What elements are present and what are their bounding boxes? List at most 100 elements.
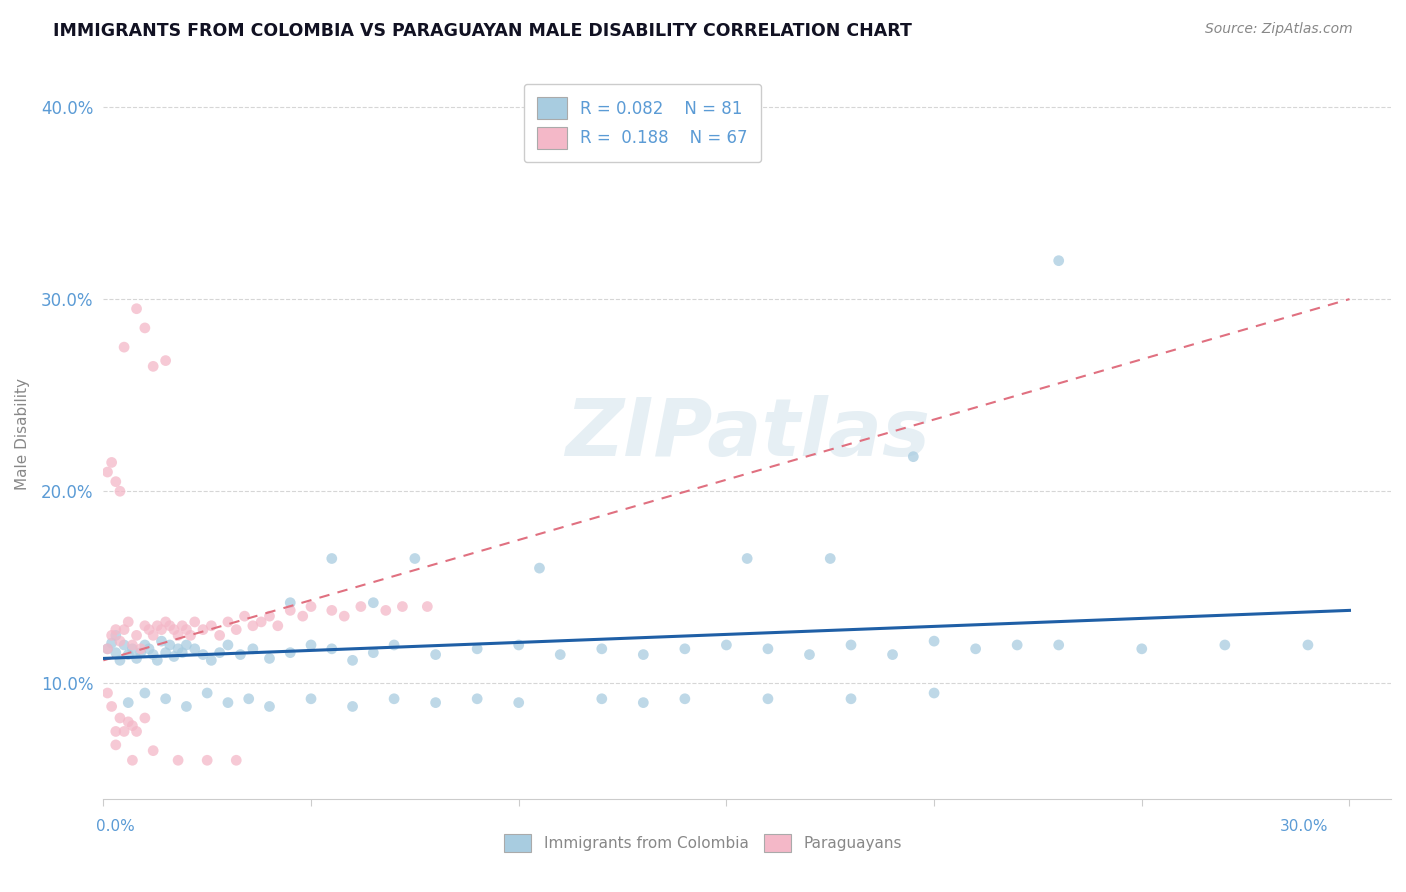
Point [922, 634, 945, 648]
Point [96, 641, 118, 656]
Point [225, 753, 247, 767]
Text: IMMIGRANTS FROM COLOMBIA VS PARAGUAYAN MALE DISABILITY CORRELATION CHART: IMMIGRANTS FROM COLOMBIA VS PARAGUAYAN M… [53, 22, 912, 40]
Point [735, 551, 758, 566]
Point [96, 641, 118, 656]
Point [342, 653, 364, 667]
Point [150, 623, 173, 637]
Point [146, 653, 169, 667]
Point [104, 475, 127, 489]
Point [142, 648, 165, 662]
Point [129, 646, 152, 660]
Point [96, 465, 118, 479]
Point [183, 615, 205, 629]
Point [134, 711, 156, 725]
Point [142, 628, 165, 642]
Point [465, 691, 488, 706]
Point [112, 724, 135, 739]
Point [217, 696, 239, 710]
Point [112, 638, 135, 652]
Point [176, 699, 198, 714]
Point [529, 561, 551, 575]
Point [321, 603, 343, 617]
Point [138, 623, 160, 637]
Point [1047, 638, 1070, 652]
Point [903, 450, 925, 464]
Point [117, 714, 139, 729]
Point [108, 484, 131, 499]
Point [508, 638, 530, 652]
Point [259, 609, 281, 624]
Point [146, 619, 169, 633]
Point [1213, 638, 1236, 652]
Point [242, 641, 264, 656]
Point [673, 641, 696, 656]
Point [342, 699, 364, 714]
Point [756, 691, 779, 706]
Point [1005, 638, 1028, 652]
Point [159, 638, 181, 652]
Point [125, 628, 148, 642]
Point [104, 623, 127, 637]
Point [200, 653, 222, 667]
Point [108, 634, 131, 648]
Point [134, 321, 156, 335]
Point [121, 641, 143, 656]
Point [142, 359, 165, 374]
Point [673, 691, 696, 706]
Point [112, 340, 135, 354]
Point [321, 641, 343, 656]
Point [129, 641, 152, 656]
Point [121, 719, 143, 733]
Point [278, 596, 301, 610]
Point [117, 696, 139, 710]
Text: ZIPatlas: ZIPatlas [565, 394, 929, 473]
Point [633, 696, 655, 710]
Point [134, 638, 156, 652]
Point [238, 691, 260, 706]
Point [155, 691, 177, 706]
Point [382, 638, 405, 652]
Point [155, 615, 177, 629]
Point [176, 623, 198, 637]
Point [882, 648, 904, 662]
Point [591, 691, 613, 706]
Point [839, 691, 862, 706]
Point [299, 638, 322, 652]
Point [208, 628, 231, 642]
Point [1296, 638, 1319, 652]
Point [922, 686, 945, 700]
Point [191, 623, 214, 637]
Point [104, 646, 127, 660]
Point [142, 744, 165, 758]
Point [155, 353, 177, 368]
Point [125, 651, 148, 665]
Point [200, 619, 222, 633]
Point [818, 551, 841, 566]
Point [108, 653, 131, 667]
Point [217, 615, 239, 629]
Point [150, 634, 173, 648]
Point [350, 599, 373, 614]
Point [195, 686, 218, 700]
Point [117, 615, 139, 629]
Point [756, 641, 779, 656]
Point [100, 628, 122, 642]
Point [321, 551, 343, 566]
Point [965, 641, 987, 656]
Point [404, 551, 426, 566]
Point [100, 455, 122, 469]
Point [242, 619, 264, 633]
Point [548, 648, 571, 662]
Point [121, 753, 143, 767]
Point [633, 648, 655, 662]
Point [163, 649, 186, 664]
Point [100, 699, 122, 714]
Point [1130, 641, 1153, 656]
Point [229, 648, 252, 662]
Point [333, 609, 356, 624]
Point [112, 623, 135, 637]
Point [425, 696, 447, 710]
Point [176, 638, 198, 652]
Point [180, 628, 202, 642]
Point [291, 609, 314, 624]
